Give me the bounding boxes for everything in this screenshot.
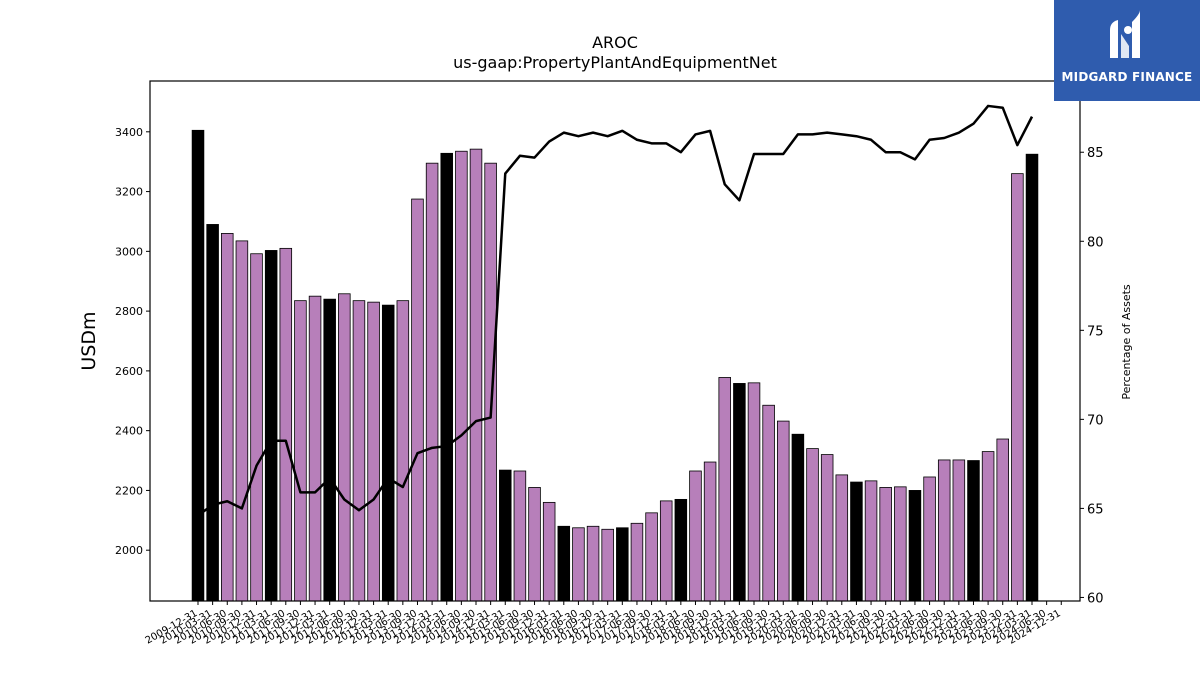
bar [879,487,892,602]
bar [630,522,644,602]
bar [645,512,658,602]
bar [601,528,614,602]
bar [469,148,483,602]
bar [264,250,278,602]
bar [367,301,380,602]
y-tick-label: 2800 [115,305,143,318]
bar [513,470,527,602]
bar [381,304,395,602]
bar [616,527,629,602]
y-axis-label: USDm [78,311,100,370]
y-tick-label: 2600 [115,365,143,378]
bar [674,498,688,602]
bar [894,486,907,602]
bar [806,448,819,602]
bar [864,480,878,602]
bar [323,298,336,602]
bar [396,300,410,602]
y-tick-label: 2400 [115,425,143,438]
y2-tick-label: 85 [1087,146,1104,161]
bar [338,293,351,602]
bar [1025,153,1039,602]
bar [923,476,936,602]
bar [747,382,761,602]
bar [733,383,746,602]
midgard-logo-icon [1110,10,1140,58]
bar [703,461,717,602]
bar [425,162,439,602]
logo-badge: MIDGARD FINANCE [1054,0,1200,101]
plot-frame [149,80,1081,602]
bar [250,253,263,602]
bar [762,404,775,602]
bar [981,451,995,602]
y-tick-label: 3400 [115,126,143,139]
bar [659,500,673,602]
bar [791,433,805,602]
bar [937,459,951,602]
y2-tick-label: 65 [1087,502,1104,517]
pct-assets-line [197,104,1034,517]
y2-tick-label: 80 [1087,235,1104,250]
bar [308,295,322,602]
bar [835,474,849,602]
y-tick-label: 2000 [115,544,143,557]
bar [294,300,307,602]
y2-tick-label: 60 [1087,591,1104,606]
bar [820,454,834,602]
bar [455,150,468,602]
bar [235,240,249,602]
bar [557,525,571,602]
bar [572,527,585,602]
bar [499,469,512,602]
bar [191,129,205,602]
y2-axis-label: Percentage of Assets [1120,284,1133,400]
chart-subtitle: us-gaap:PropertyPlantAndEquipmentNet [453,53,777,72]
bar [206,224,219,602]
bar [967,460,980,602]
y-tick-label: 3200 [115,186,143,199]
bar [586,525,600,602]
y2-tick-label: 75 [1087,324,1104,339]
y-tick-label: 2200 [115,484,143,497]
bar [221,233,234,602]
bar [850,481,863,602]
bar [777,420,790,602]
bar [352,300,366,602]
bar [279,247,293,602]
logo-text: MIDGARD FINANCE [1061,70,1193,84]
bar [1011,173,1024,602]
bar [952,459,966,602]
bar [542,501,556,602]
bar [908,490,922,602]
bar [689,470,702,602]
bar [484,162,497,602]
bar [996,438,1009,602]
bar [440,152,453,602]
bar [718,377,731,602]
y2-tick-label: 70 [1087,413,1104,428]
chart-title: AROC [592,33,638,52]
bar [528,487,541,602]
bar [411,198,424,602]
y-tick-label: 3000 [115,245,143,258]
